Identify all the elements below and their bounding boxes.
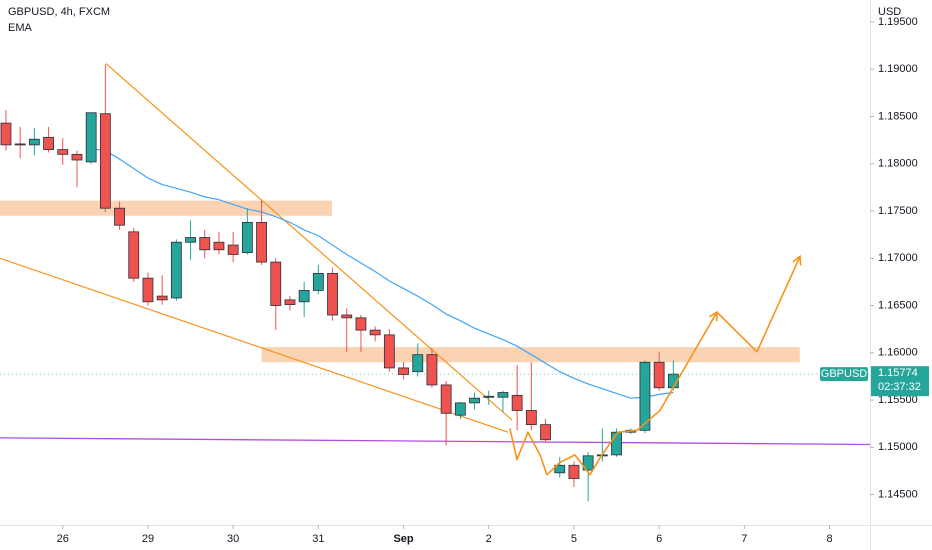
x-tick-label: 2 <box>486 533 492 545</box>
x-tick-label: 26 <box>57 533 69 545</box>
symbol-label: GBPUSD <box>821 368 868 380</box>
candle-body <box>156 295 168 301</box>
candle-body <box>653 361 665 389</box>
candle-body <box>355 317 367 331</box>
x-tick-label: 29 <box>142 533 154 545</box>
candle-body <box>639 361 651 431</box>
candle-body <box>170 241 182 299</box>
candle-body <box>611 431 622 456</box>
candle-body <box>128 231 140 279</box>
x-tick-label: Sep <box>393 533 413 545</box>
candle-body <box>327 273 338 316</box>
symbol-badge <box>820 367 868 382</box>
x-tick-label: 31 <box>312 533 324 545</box>
y-tick-label: 1.15500 <box>878 394 918 406</box>
candle-body <box>412 354 424 373</box>
candle-body <box>440 384 452 414</box>
candle-body <box>0 122 12 146</box>
candle-body <box>312 273 324 291</box>
arrowhead <box>792 254 802 266</box>
candle-body <box>582 455 594 471</box>
candle-body <box>540 424 551 441</box>
x-tick-label: 7 <box>741 533 747 545</box>
candle-body <box>497 392 509 398</box>
zone <box>0 200 332 216</box>
candle-body <box>554 464 566 474</box>
candle-body <box>426 354 438 386</box>
candle-body <box>483 395 495 398</box>
x-tick-label: 8 <box>826 533 832 545</box>
x-tick-label: 6 <box>656 533 662 545</box>
y-tick-label: 1.16500 <box>878 299 918 311</box>
candle-body <box>568 464 580 479</box>
candle-body <box>298 290 310 303</box>
candle-body <box>57 149 69 155</box>
y-tick-label: 1.18000 <box>878 158 918 170</box>
y-tick-label: 1.16000 <box>878 347 918 359</box>
indicator-label: EMA <box>8 22 33 34</box>
candle-body <box>14 143 26 146</box>
currency-label: USD <box>878 6 901 18</box>
candle-body <box>511 394 523 411</box>
trendline <box>0 257 509 433</box>
price-badge <box>871 366 929 397</box>
candle-body <box>71 153 83 161</box>
chart-title: GBPUSD, 4h, FXCM <box>8 6 110 18</box>
candle-body <box>341 314 353 319</box>
candle-body <box>99 113 111 209</box>
candle-body <box>114 207 125 226</box>
ema-line <box>91 148 674 399</box>
y-tick-label: 1.14500 <box>878 488 918 500</box>
arrowhead <box>708 310 718 322</box>
candle-body <box>398 367 409 375</box>
candle-body <box>454 402 466 416</box>
candle-body <box>185 237 196 243</box>
projection-path <box>509 256 801 476</box>
candle-body <box>43 136 54 151</box>
candle-body <box>28 138 40 146</box>
candle-body <box>213 241 225 251</box>
horizontal-level <box>0 437 871 446</box>
candle-body <box>241 221 253 254</box>
x-tick-label: 5 <box>571 533 577 545</box>
price-label: 1.15774 <box>878 367 918 379</box>
y-tick-label: 1.18500 <box>878 110 918 122</box>
candle-body <box>369 329 381 336</box>
candle-body <box>142 277 154 303</box>
x-tick-label: 30 <box>227 533 239 545</box>
y-tick-label: 1.19000 <box>878 63 918 75</box>
candle-body <box>525 410 537 426</box>
candle-body <box>270 261 282 306</box>
countdown-label: 02:37:32 <box>878 381 921 393</box>
candle-body <box>383 334 395 369</box>
candle-body <box>227 244 239 255</box>
y-tick-label: 1.15000 <box>878 441 918 453</box>
trendline <box>105 63 513 421</box>
candle-body <box>85 112 97 163</box>
y-tick-label: 1.19500 <box>878 16 918 28</box>
candle-body <box>256 221 267 263</box>
y-tick-label: 1.17500 <box>878 205 918 217</box>
plot <box>0 63 871 502</box>
candle-body <box>469 397 480 404</box>
y-tick-label: 1.17000 <box>878 252 918 264</box>
candle-body <box>284 299 296 306</box>
candle-body <box>199 237 211 251</box>
